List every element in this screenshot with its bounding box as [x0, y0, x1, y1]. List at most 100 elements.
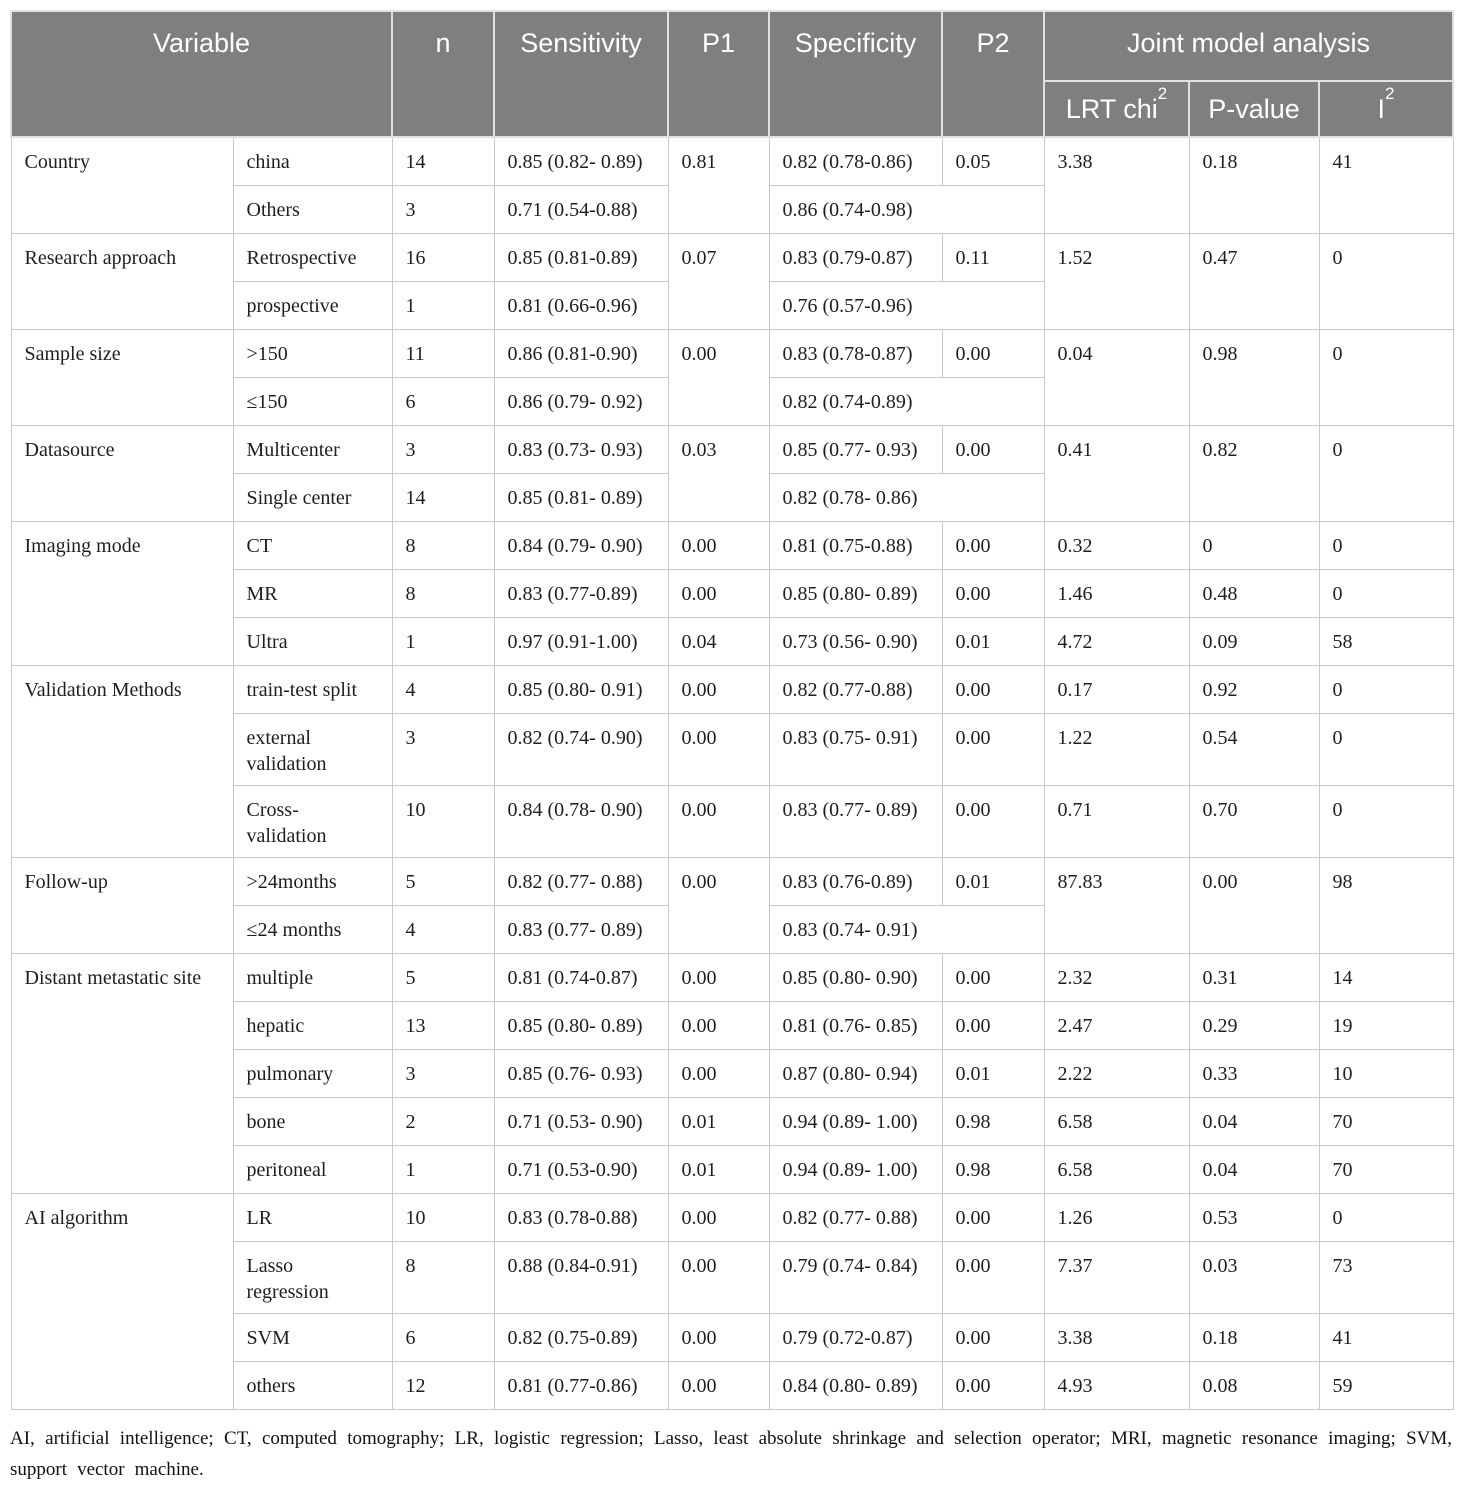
table-footnote: AI, artificial intelligence; CT, compute…	[10, 1427, 1452, 1480]
p2-cell: 0.00	[941, 328, 1045, 378]
lrt-chi2-cell: 4.72	[1043, 616, 1190, 666]
pvalue-cell: 0.04	[1188, 1096, 1320, 1146]
table-row: SVM 6 0.82 (0.75-0.89) 0.00 0.79 (0.72-0.87)…	[11, 1312, 1454, 1362]
subgroup-cell: Cross- validation	[232, 784, 393, 858]
p1-cell: 0.00	[667, 664, 770, 714]
subgroup-cell: external validation	[232, 712, 393, 786]
i2-cell: 59	[1318, 1360, 1454, 1410]
subgroup-cell: >150	[232, 328, 393, 378]
lrt-chi2-cell: 1.22	[1043, 712, 1190, 786]
sensitivity-cell: 0.82 (0.74- 0.90)	[493, 712, 669, 786]
lrt-chi2-cell: 1.46	[1043, 568, 1190, 618]
sensitivity-cell: 0.81 (0.77-0.86)	[493, 1360, 669, 1410]
lrt-chi2-cell: 1.26	[1043, 1192, 1190, 1242]
sensitivity-cell: 0.71 (0.53- 0.90)	[493, 1096, 669, 1146]
variable-group-cell: Datasource	[10, 424, 234, 522]
column-header-p2: P2	[941, 10, 1045, 138]
subgroup-cell: ≤150	[232, 376, 393, 426]
n-cell: 2	[391, 1096, 495, 1146]
specificity-cell: 0.81 (0.75-0.88)	[768, 520, 943, 570]
specificity-cell: 0.82 (0.78- 0.86)	[768, 472, 1045, 522]
sensitivity-cell: 0.71 (0.53-0.90)	[493, 1144, 669, 1194]
lrt-chi2-cell: 0.32	[1043, 520, 1190, 570]
table-row: external validation 3 0.82 (0.74- 0.90) 0.0…	[11, 712, 1454, 786]
sensitivity-cell: 0.83 (0.73- 0.93)	[493, 424, 669, 474]
subgroup-cell: LR	[232, 1192, 393, 1242]
column-header-specificity: Specificity	[768, 10, 943, 138]
p2-cell: 0.00	[941, 1312, 1045, 1362]
i2-label: I	[1377, 93, 1386, 124]
n-cell: 6	[391, 376, 495, 426]
subgroup-cell: peritoneal	[232, 1144, 393, 1194]
specificity-cell: 0.83 (0.76-0.89)	[768, 856, 943, 906]
table-row: Validation Methods train-test split 4 0.85 …	[10, 664, 1454, 858]
variable-group-cell: Sample size	[10, 328, 234, 426]
table-row: Country china 14 0.85 (0.82- 0.89) 0.81 0.82 …	[10, 136, 1454, 234]
sensitivity-cell: 0.82 (0.77- 0.88)	[493, 856, 669, 906]
sensitivity-cell: 0.85 (0.80- 0.91)	[493, 664, 669, 714]
n-cell: 12	[391, 1360, 495, 1410]
subgroup-cell: others	[232, 1360, 393, 1410]
n-cell: 14	[391, 472, 495, 522]
subgroup-cell: train-test split	[232, 664, 393, 714]
p1-cell: 0.00	[667, 328, 770, 426]
column-header-lrt-chi2: LRT chi2	[1043, 80, 1190, 138]
i2-cell: 19	[1318, 1000, 1454, 1050]
i2-cell: 0	[1318, 664, 1454, 714]
i2-cell: 0	[1318, 232, 1454, 330]
subgroup-cell: prospective	[232, 280, 393, 330]
lrt-chi2-cell: 3.38	[1043, 1312, 1190, 1362]
lrt-chi2-cell: 4.93	[1043, 1360, 1190, 1410]
specificity-cell: 0.94 (0.89- 1.00)	[768, 1144, 943, 1194]
p2-cell: 0.00	[941, 664, 1045, 714]
sensitivity-cell: 0.85 (0.82- 0.89)	[493, 136, 669, 186]
lrt-chi2-cell: 2.32	[1043, 952, 1190, 1002]
specificity-cell: 0.79 (0.74- 0.84)	[768, 1240, 943, 1314]
table-row: Sample size >150 11 0.86 (0.81-0.90) 0.00 0.8…	[10, 328, 1454, 426]
i2-cell: 0	[1318, 520, 1454, 570]
pvalue-cell: 0.00	[1188, 856, 1320, 954]
specificity-cell: 0.82 (0.78-0.86)	[768, 136, 943, 186]
subgroup-cell: SVM	[232, 1312, 393, 1362]
pvalue-cell: 0.53	[1188, 1192, 1320, 1242]
p1-cell: 0.00	[667, 784, 770, 858]
lrt-chi2-cell: 6.58	[1043, 1144, 1190, 1194]
sensitivity-cell: 0.81 (0.74-0.87)	[493, 952, 669, 1002]
lrt-chi-label: LRT chi	[1065, 93, 1158, 124]
specificity-cell: 0.82 (0.74-0.89)	[768, 376, 1045, 426]
p2-cell: 0.11	[941, 232, 1045, 282]
table-row: Datasource Multicenter 3 0.83 (0.73- 0.93) 0…	[10, 424, 1454, 522]
specificity-cell: 0.85 (0.80- 0.90)	[768, 952, 943, 1002]
p2-cell: 0.00	[941, 784, 1045, 858]
n-cell: 8	[391, 568, 495, 618]
sensitivity-cell: 0.85 (0.80- 0.89)	[493, 1000, 669, 1050]
variable-group-cell: Country	[10, 136, 234, 234]
n-cell: 3	[391, 184, 495, 234]
i2-cell: 0	[1318, 328, 1454, 426]
pvalue-cell: 0.33	[1188, 1048, 1320, 1098]
n-cell: 6	[391, 1312, 495, 1362]
pvalue-cell: 0.18	[1188, 136, 1320, 234]
subgroup-cell: >24months	[232, 856, 393, 906]
table-row: Distant metastatic site multiple 5 0.81 (0.…	[10, 952, 1454, 1194]
sensitivity-cell: 0.83 (0.78-0.88)	[493, 1192, 669, 1242]
p2-cell: 0.00	[941, 1360, 1045, 1410]
p1-cell: 0.07	[667, 232, 770, 330]
pvalue-cell: 0.48	[1188, 568, 1320, 618]
column-header-sensitivity: Sensitivity	[493, 10, 669, 138]
column-header-n: n	[391, 10, 495, 138]
pvalue-cell: 0.29	[1188, 1000, 1320, 1050]
specificity-cell: 0.83 (0.75- 0.91)	[768, 712, 943, 786]
table-body: Country china 14 0.85 (0.82- 0.89) 0.81 0.82 …	[10, 136, 1454, 1410]
n-cell: 8	[391, 520, 495, 570]
lrt-chi2-cell: 3.38	[1043, 136, 1190, 234]
subgroup-cell: Single center	[232, 472, 393, 522]
subgroup-cell: multiple	[232, 952, 393, 1002]
p1-cell: 0.81	[667, 136, 770, 234]
meta-analysis-table: Variable n Sensitivity P1 Specificity P2…	[10, 10, 1454, 1410]
specificity-cell: 0.76 (0.57-0.96)	[768, 280, 1045, 330]
n-cell: 3	[391, 1048, 495, 1098]
subgroup-cell: MR	[232, 568, 393, 618]
n-cell: 5	[391, 856, 495, 906]
